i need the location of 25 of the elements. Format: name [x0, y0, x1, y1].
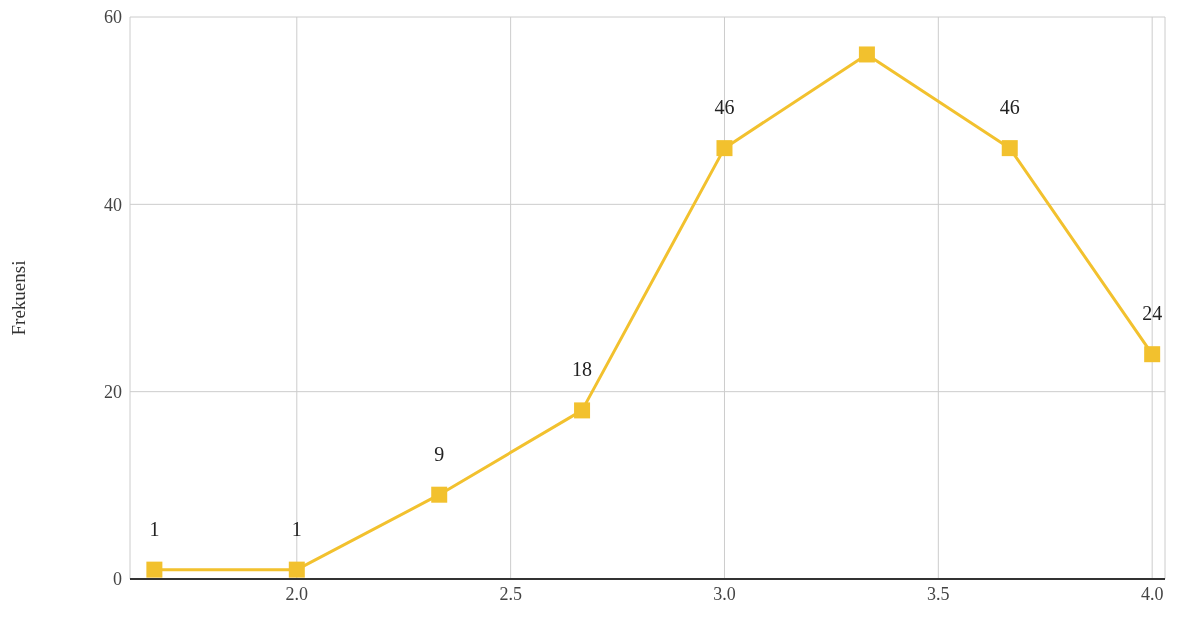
point [1001, 140, 1018, 157]
x-tick-label: 2.5 [499, 583, 522, 604]
data-label: 24 [1142, 302, 1163, 325]
data-label: 46 [714, 96, 735, 119]
data-label: 46 [999, 96, 1020, 119]
point [146, 561, 163, 578]
y-tick-label: 0 [113, 569, 122, 590]
data-label: 1 [291, 517, 302, 540]
x-tick-label: 3.0 [713, 583, 736, 604]
point [716, 140, 733, 157]
point [431, 486, 448, 503]
y-tick-label: 40 [104, 194, 122, 215]
x-tick-label: 2.0 [285, 583, 309, 604]
point [858, 46, 875, 63]
point [574, 402, 591, 419]
y-axis-title: Frekuensi [7, 260, 29, 336]
y-tick-label: 60 [104, 7, 122, 28]
x-tick-label: 3.5 [927, 583, 950, 604]
data-label: 1 [149, 517, 160, 540]
x-tick-label: 4.0 [1140, 583, 1164, 604]
data-label: 18 [572, 358, 593, 381]
point [288, 561, 305, 578]
data-label: 9 [434, 442, 445, 465]
y-tick-label: 20 [104, 382, 122, 403]
point [1144, 346, 1161, 363]
